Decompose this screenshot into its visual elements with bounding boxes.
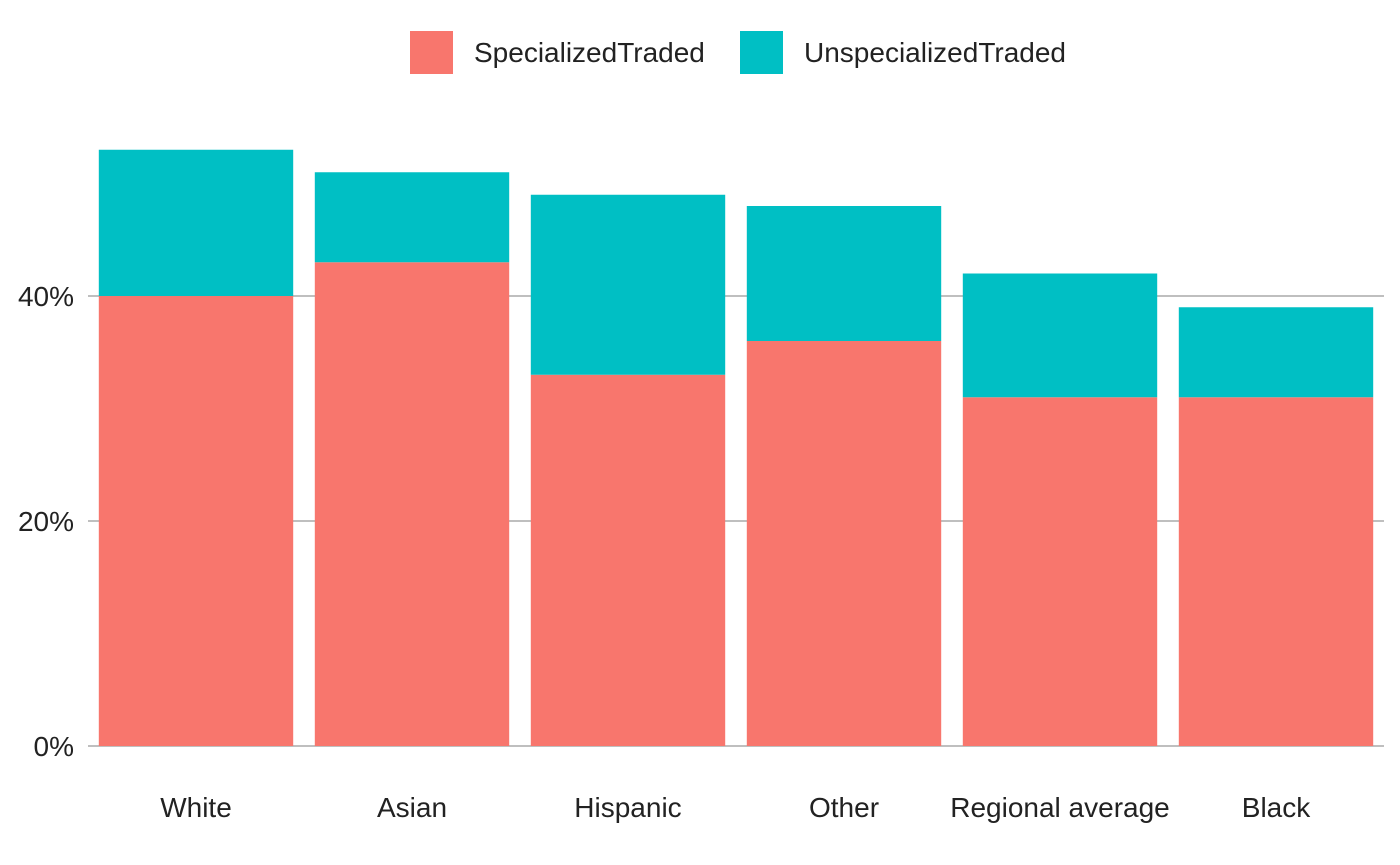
bar-asian-unspecializedtraded	[314, 172, 510, 263]
bar-white-specializedtraded	[98, 296, 294, 746]
legend-label-unspecialized-traded: UnspecializedTraded	[804, 36, 1066, 68]
bar-regional-average-specializedtraded	[962, 397, 1158, 746]
bar-black-unspecializedtraded	[1178, 307, 1374, 398]
legend-label-specialized-traded: SpecializedTraded	[474, 36, 705, 68]
x-tick-label-regional-average: Regional average	[950, 792, 1170, 823]
x-tick-label-hispanic: Hispanic	[574, 792, 681, 823]
x-axis-tick-labels: White Asian Hispanic Other Regional average B…	[160, 792, 1311, 823]
chart-legend: SpecializedTraded UnspecializedTraded	[0, 0, 1400, 105]
legend-item-specialized-traded: SpecializedTraded	[410, 31, 705, 74]
bar-regional-average-unspecializedtraded	[962, 273, 1158, 398]
bar-hispanic-specializedtraded	[530, 374, 726, 746]
y-tick-label-40: 40%	[18, 281, 74, 312]
x-tick-label-asian: Asian	[377, 792, 447, 823]
legend-item-unspecialized-traded: UnspecializedTraded	[740, 31, 1066, 74]
y-tick-label-0: 0%	[34, 731, 74, 762]
bar-white-unspecializedtraded	[98, 149, 294, 296]
bar-black-specializedtraded	[1178, 397, 1374, 746]
y-tick-label-20: 20%	[18, 506, 74, 537]
bar-other-unspecializedtraded	[746, 206, 942, 341]
y-axis-tick-labels: 0% 20% 40%	[18, 281, 74, 762]
gridlines	[88, 295, 1384, 747]
bar-asian-specializedtraded	[314, 262, 510, 746]
bars	[98, 149, 1374, 746]
legend-swatch-unspecialized-traded	[740, 31, 783, 74]
bar-other-specializedtraded	[746, 341, 942, 746]
bar-hispanic-unspecializedtraded	[530, 194, 726, 375]
x-tick-label-black: Black	[1242, 792, 1311, 823]
x-tick-label-other: Other	[809, 792, 879, 823]
x-tick-label-white: White	[160, 792, 232, 823]
legend-swatch-specialized-traded	[410, 31, 453, 74]
